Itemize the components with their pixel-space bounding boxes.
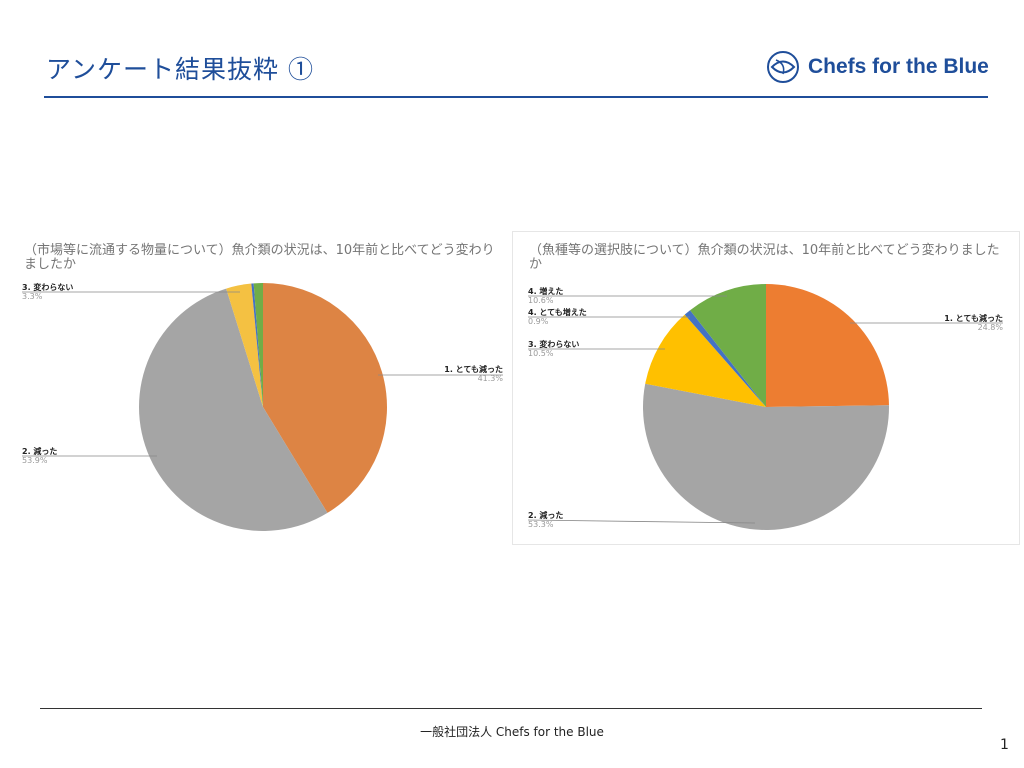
slice-label: 1. とても減った [944,314,1003,323]
header-divider [44,96,988,98]
slice-label: 2. 減った [528,511,564,520]
slice-percent: 10.5% [528,349,554,358]
slice-percent: 3.3% [22,292,43,301]
slice-percent: 53.9% [22,456,48,465]
chart-2-label-4: 4. とても増えた 0.9% [528,308,587,326]
pie-slice-4 [251,283,263,407]
chart-2-label-2: 2. 減った 53.3% [528,511,563,529]
chart-2-title: （魚種等の選択肢について）魚介類の状況は、10年前と比べてどう変わりましたか [529,243,1000,272]
chart-2-label-3: 3. 変わらない 10.5% [528,340,579,358]
pie-slice-1 [766,284,889,407]
slice-percent: 0.9% [528,317,549,326]
chart-2-label-1: 1. とても減った 24.8% [944,314,1003,332]
logo-text: Chefs for the Blue [808,55,989,78]
page-number: 1 [1000,737,1009,753]
chart-2 [512,231,1020,545]
fish-logo-icon [767,51,799,83]
pie-slice-3 [645,314,766,407]
slice-label: 3. 変わらない [528,340,580,349]
chart-1-label-3: 3. 変わらない 3.3% [22,283,73,301]
pie-slice-5 [690,284,766,407]
footer-divider [40,708,982,709]
slice-percent: 53.3% [528,520,554,529]
label-leader-line [527,519,756,524]
slice-percent: 10.6% [528,296,554,305]
logo: Chefs for the Blue [766,50,989,84]
pie-slice-4 [684,310,766,407]
slice-percent: 41.3% [477,374,503,383]
chart-2-label-5: 4. 増えた 10.6% [528,287,563,305]
chart-1-title: （市場等に流通する物量について）魚介類の状況は、10年前と比べてどう変わりました… [24,243,495,272]
pie-slice-1 [263,283,387,513]
slice-label: 2. 減った [22,447,58,456]
slice-percent: 24.8% [977,323,1003,332]
pie-slice-2 [643,383,889,530]
page-title: アンケート結果抜粋 ① [46,55,314,84]
slice-label: 4. 増えた [528,287,564,296]
chart-1: （市場等に流通する物量について）魚介類の状況は、10年前と比べてどう変わりました… [22,243,503,531]
chart-1-label-1: 1. とても減った 41.3% [444,365,503,383]
slice-label: 4. とても増えた [528,308,587,317]
chart-1-pie [22,283,503,531]
chart-1-label-2: 2. 減った 53.9% [22,447,57,465]
footer-organization: 一般社団法人 Chefs for the Blue [420,725,604,739]
pie-slice-2 [139,288,328,531]
pie-slice-5 [253,283,263,407]
pie-slice-3 [226,283,263,407]
slice-label: 3. 変わらない [22,283,74,292]
slice-label: 1. とても減った [444,365,503,374]
